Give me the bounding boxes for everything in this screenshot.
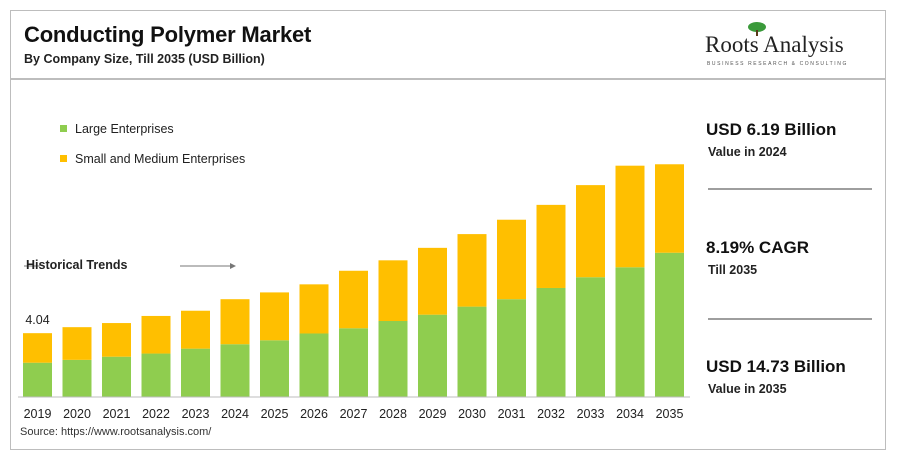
x-tick-label: 2025 [261, 407, 289, 421]
kpi-label-cagr: Till 2035 [708, 263, 758, 277]
x-tick-label: 2031 [498, 407, 526, 421]
kpi-label-2024: Value in 2024 [708, 145, 787, 159]
legend-label-large: Large Enterprises [75, 122, 174, 136]
bar-large-2020 [62, 359, 92, 397]
kpi-value-2024: USD 6.19 Billion [706, 120, 837, 139]
bar-sme-2034 [615, 165, 645, 268]
x-tick-label: 2020 [63, 407, 91, 421]
x-tick-label: 2030 [458, 407, 486, 421]
logo-tagline: BUSINESS RESEARCH & CONSULTING [707, 61, 848, 67]
bar-large-2028 [378, 321, 408, 397]
x-tick-label: 2034 [616, 407, 644, 421]
x-tick-label: 2028 [379, 407, 407, 421]
bar-sme-2022 [141, 315, 171, 354]
bar-sme-2020 [62, 327, 92, 360]
header-divider [11, 78, 885, 80]
historical-trends-label: Historical Trends [26, 258, 128, 272]
bar-large-2034 [615, 267, 645, 397]
kpi-label-2035: Value in 2035 [708, 382, 787, 396]
bar-sme-2032 [536, 204, 566, 288]
x-tick-label: 2035 [656, 407, 684, 421]
x-tick-label: 2023 [182, 407, 210, 421]
chart-title: Conducting Polymer Market [24, 22, 312, 47]
historical-arrow-head [230, 263, 236, 269]
kpi-value-cagr: 8.19% CAGR [706, 238, 809, 257]
legend-swatch-large [60, 125, 67, 132]
x-tick-label: 2022 [142, 407, 170, 421]
bar-large-2030 [457, 306, 487, 397]
bar-large-2026 [299, 333, 329, 397]
bar-sme-2028 [378, 260, 408, 322]
bar-sme-2025 [260, 292, 289, 341]
bar-large-2024 [220, 344, 250, 397]
bar-large-2033 [576, 277, 605, 397]
x-tick-label: 2033 [577, 407, 605, 421]
kpi-divider-1 [708, 188, 872, 190]
bar-large-2022 [141, 353, 171, 397]
bar-large-2032 [536, 287, 566, 397]
bar-large-2035 [655, 252, 684, 397]
bar-large-2019 [23, 362, 52, 397]
roots-analysis-logo: Roots Analysis BUSINESS RESEARCH & CONSU… [705, 22, 875, 72]
bar-sme-2030 [457, 234, 487, 307]
x-tick-label: 2029 [419, 407, 447, 421]
legend-large-enterprises: Large Enterprises [60, 122, 174, 136]
x-tick-label: 2027 [340, 407, 368, 421]
bar-sme-2026 [299, 284, 329, 334]
legend-sme: Small and Medium Enterprises [60, 152, 245, 166]
x-tick-label: 2019 [24, 407, 52, 421]
x-tick-label: 2024 [221, 407, 249, 421]
tree-icon [748, 22, 766, 36]
data-label-2019: 4.04 [25, 313, 49, 327]
bar-sme-2033 [576, 185, 605, 278]
bar-large-2021 [102, 356, 131, 397]
bar-sme-2019 [23, 333, 52, 363]
source-note: Source: https://www.rootsanalysis.com/ [20, 426, 212, 438]
logo-name: Roots Analysis [705, 32, 844, 57]
x-tick-label: 2026 [300, 407, 328, 421]
bar-sme-2021 [102, 323, 131, 357]
x-tick-label: 2021 [103, 407, 131, 421]
x-tick-label: 2032 [537, 407, 565, 421]
bar-large-2029 [418, 314, 447, 397]
bar-sme-2035 [655, 164, 684, 253]
chart-subtitle: By Company Size, Till 2035 (USD Billion) [24, 52, 265, 66]
bar-sme-2029 [418, 247, 447, 315]
bar-large-2027 [339, 328, 368, 397]
kpi-value-2035: USD 14.73 Billion [706, 357, 846, 376]
legend-label-sme: Small and Medium Enterprises [75, 152, 246, 166]
legend-swatch-sme [60, 155, 67, 162]
bar-large-2025 [260, 340, 289, 397]
bar-large-2031 [497, 299, 526, 397]
bar-large-2023 [181, 348, 210, 397]
bar-sme-2027 [339, 270, 368, 329]
bar-sme-2031 [497, 219, 526, 300]
bar-sme-2023 [181, 310, 210, 349]
kpi-divider-2 [708, 318, 872, 320]
bar-sme-2024 [220, 299, 250, 345]
